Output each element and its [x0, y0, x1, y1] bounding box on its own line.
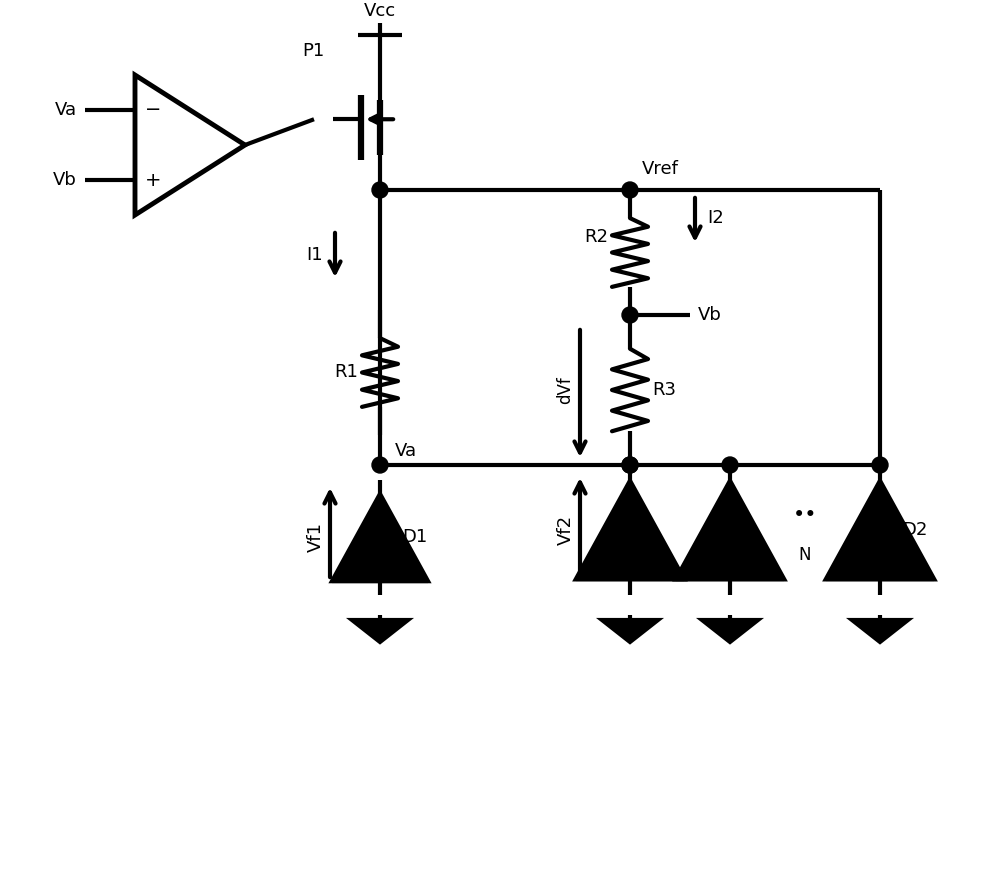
Text: −: − [145, 101, 161, 120]
Circle shape [622, 307, 638, 323]
Text: R3: R3 [652, 381, 676, 399]
Text: Vb: Vb [698, 306, 722, 324]
Circle shape [372, 182, 388, 198]
Polygon shape [576, 480, 684, 579]
Circle shape [372, 457, 388, 473]
Text: D2: D2 [902, 521, 927, 539]
Text: Vref: Vref [642, 160, 679, 178]
Text: Vb: Vb [53, 171, 77, 189]
Circle shape [872, 457, 888, 473]
Polygon shape [702, 620, 758, 642]
Polygon shape [332, 493, 428, 581]
Circle shape [622, 457, 638, 473]
Polygon shape [826, 480, 934, 579]
Text: +: + [145, 171, 161, 190]
Text: I2: I2 [707, 209, 724, 227]
Circle shape [722, 457, 738, 473]
Text: I1: I1 [306, 246, 323, 264]
Text: N: N [799, 546, 811, 564]
Text: Vf2: Vf2 [557, 514, 575, 545]
Polygon shape [852, 620, 908, 642]
Polygon shape [676, 480, 784, 579]
Text: Va: Va [395, 442, 417, 460]
Text: Va: Va [55, 101, 77, 119]
Text: Vcc: Vcc [364, 2, 396, 20]
Circle shape [622, 457, 638, 473]
Text: dVf: dVf [556, 376, 574, 404]
Text: P1: P1 [303, 42, 325, 60]
Text: R2: R2 [584, 228, 608, 247]
Text: R1: R1 [334, 363, 358, 382]
Circle shape [622, 182, 638, 198]
Polygon shape [352, 620, 408, 642]
Text: D1: D1 [402, 528, 427, 547]
Text: Vf1: Vf1 [307, 522, 325, 552]
Polygon shape [602, 620, 658, 642]
Text: ••: •• [793, 505, 817, 525]
